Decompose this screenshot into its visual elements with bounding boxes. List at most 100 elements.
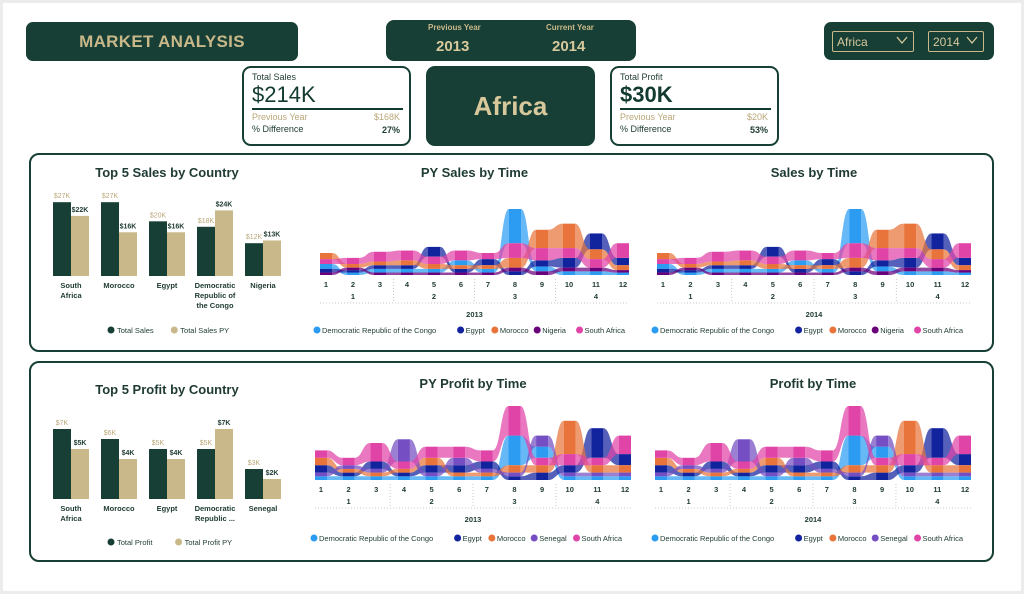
area-segment <box>820 468 833 473</box>
area-ribbon <box>694 465 711 473</box>
area-segment <box>428 256 440 264</box>
quarter-tick-label: 1 <box>347 497 351 506</box>
area-segment <box>397 461 410 469</box>
area-segment <box>904 223 917 249</box>
legend-label: South Africa <box>923 534 964 543</box>
month-tick-label: 2 <box>688 280 692 289</box>
area-ribbon <box>440 272 455 275</box>
area-ribbon <box>520 406 537 466</box>
month-tick-label: 5 <box>769 485 773 494</box>
legend-marker <box>310 534 318 542</box>
legend-marker <box>576 326 584 334</box>
region-dropdown[interactable]: Africa <box>832 31 914 52</box>
area-ribbon <box>603 465 619 473</box>
area-segment <box>931 267 944 272</box>
area-segment <box>370 461 383 469</box>
area-ribbon <box>521 243 536 261</box>
area-segment <box>657 259 669 264</box>
month-tick-label: 8 <box>853 280 857 289</box>
quarter-tick-label: 3 <box>852 497 856 506</box>
area-segment <box>959 454 971 466</box>
area-ribbon <box>332 257 347 264</box>
area-segment <box>711 272 724 275</box>
area-segment <box>848 476 861 480</box>
legend-label: Democratic Republic of the Congo <box>660 326 774 335</box>
month-tick-label: 6 <box>459 280 463 289</box>
area-segment <box>453 472 466 477</box>
month-tick-label: 7 <box>826 280 830 289</box>
area-segment <box>401 272 413 275</box>
area-ribbon <box>669 267 685 275</box>
area-ribbon <box>386 260 401 266</box>
area-ribbon <box>833 209 850 273</box>
bar-current <box>245 469 263 499</box>
area-segment <box>766 246 779 257</box>
legend-marker <box>488 534 496 542</box>
area-ribbon <box>832 468 849 477</box>
area-segment <box>617 257 629 266</box>
area-segment <box>591 465 604 473</box>
area-ribbon <box>327 450 343 466</box>
area-ribbon <box>778 250 795 264</box>
legend-marker <box>914 534 922 542</box>
legend-marker <box>454 534 462 542</box>
area-segment <box>903 472 916 477</box>
area-ribbon <box>602 271 617 275</box>
bar-current <box>53 429 71 499</box>
area-segment <box>563 472 576 477</box>
month-tick-label: 11 <box>934 280 942 289</box>
area-ribbon <box>548 454 564 466</box>
legend-label: South Africa <box>582 534 623 543</box>
area-segment <box>508 406 521 436</box>
sales-previous-year-label: Previous Year <box>252 112 308 122</box>
area-segment <box>821 265 834 269</box>
area-segment <box>536 472 549 480</box>
area-segment <box>482 268 494 273</box>
data-label-previous-year: $7K <box>218 420 231 427</box>
profit-difference-value: 53% <box>749 125 768 135</box>
bar-current <box>149 221 167 276</box>
year-dropdown[interactable]: 2014 <box>928 31 984 52</box>
area-segment <box>794 260 807 266</box>
area-segment <box>876 248 889 261</box>
divider <box>620 108 771 110</box>
area-segment <box>453 476 466 480</box>
area-segment <box>904 248 917 258</box>
total-sales-label: Total Sales <box>252 72 297 82</box>
area-segment <box>657 253 669 260</box>
area-ribbon <box>575 271 590 275</box>
legend-marker <box>170 326 178 334</box>
area-segment <box>684 257 697 264</box>
area-segment <box>509 257 521 268</box>
month-tick-label: 6 <box>798 280 802 289</box>
data-label-previous-year: $2K <box>266 470 279 477</box>
data-label-previous-year: $4K <box>122 450 135 457</box>
area-segment <box>590 271 602 275</box>
area-segment <box>876 229 889 249</box>
area-segment <box>428 268 440 273</box>
area-segment <box>737 439 750 462</box>
area-segment <box>657 272 669 275</box>
area-segment <box>849 243 862 258</box>
month-tick-label: 3 <box>374 485 378 494</box>
legend-label: Total Sales PY <box>180 326 229 335</box>
month-tick-label: 2 <box>687 485 691 494</box>
area-segment <box>590 233 602 250</box>
area-ribbon <box>437 476 454 480</box>
area-segment <box>347 270 359 273</box>
area-segment <box>684 267 697 271</box>
area-ribbon <box>943 472 959 477</box>
area-segment <box>959 465 971 473</box>
area-segment <box>320 268 332 273</box>
area-ribbon <box>575 472 592 477</box>
quarter-tick-label: 4 <box>935 292 940 301</box>
total-profit-card: Total Profit $30K Previous Year $20K % D… <box>610 66 779 146</box>
month-tick-label: 5 <box>771 280 775 289</box>
area-segment <box>820 472 833 477</box>
area-segment <box>959 257 971 266</box>
area-segment <box>903 476 916 480</box>
area-segment <box>849 257 862 268</box>
quarter-tick-label: 2 <box>432 292 436 301</box>
area-ribbon <box>603 472 619 477</box>
area-ribbon <box>722 468 738 477</box>
